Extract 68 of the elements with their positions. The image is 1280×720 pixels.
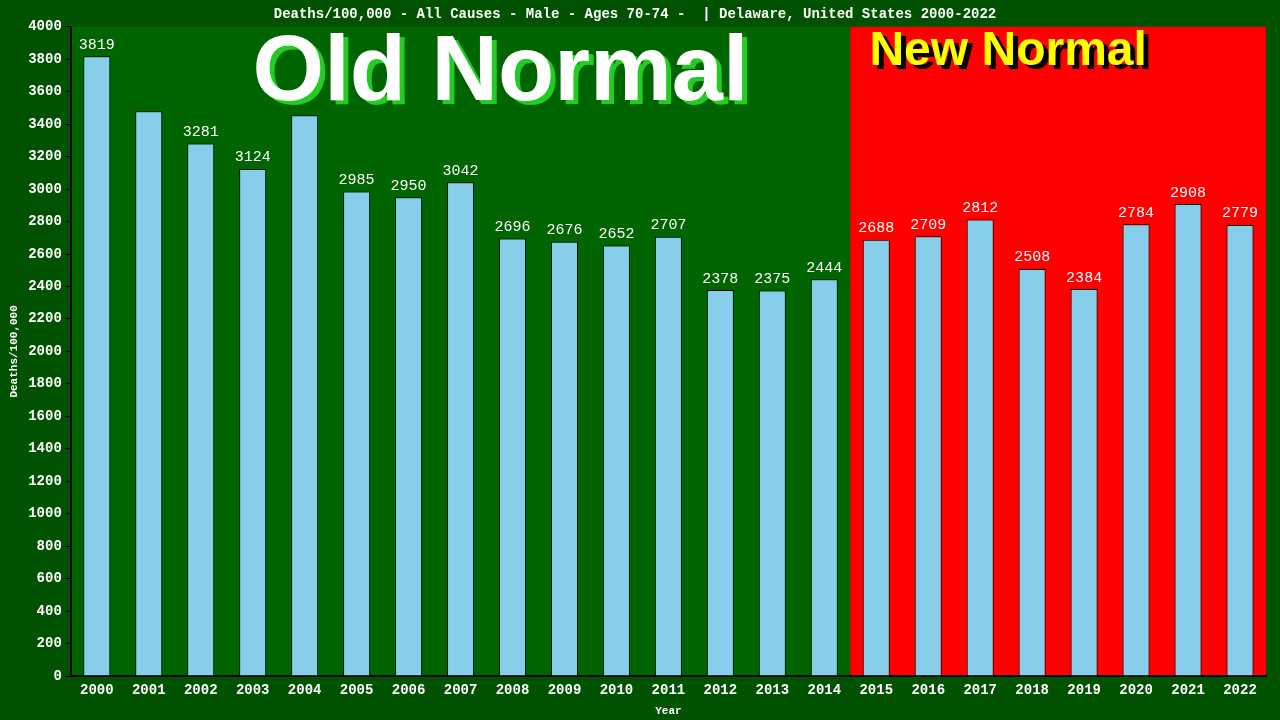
y-axis-title: Deaths/100,000	[8, 305, 21, 398]
x-axis-title: Year	[655, 705, 682, 718]
y-tick-label: 0	[53, 667, 62, 684]
x-tick-label: 2001	[131, 681, 166, 698]
y-tick-label: 1000	[28, 505, 62, 522]
y-tick-label: 3200	[28, 148, 62, 165]
y-tick-label: 3000	[28, 180, 62, 197]
x-tick-label: 2000	[79, 681, 114, 698]
x-tick-label: 2015	[859, 681, 894, 698]
y-tick-label: 2400	[28, 278, 62, 295]
data-label: 2378	[702, 270, 739, 288]
y-tick-label: 1200	[28, 472, 62, 489]
data-label: 2676	[546, 222, 583, 240]
data-label: 2709	[910, 216, 947, 234]
data-label: 2950	[390, 177, 427, 195]
data-label: 2985	[338, 172, 375, 189]
x-tick-label: 2017	[963, 681, 997, 698]
x-tick-label: 2013	[755, 681, 790, 698]
data-label: 2375	[754, 271, 791, 289]
y-tick-label: 600	[36, 570, 62, 587]
y-tick-label: 800	[36, 537, 62, 554]
data-label: 2779	[1222, 205, 1259, 223]
x-tick-label: 2021	[1171, 681, 1205, 698]
x-tick-label: 2020	[1119, 681, 1153, 698]
x-tick-label: 2019	[1067, 681, 1101, 698]
x-tick-label: 2008	[495, 681, 530, 698]
data-label: 2384	[1066, 269, 1103, 287]
x-tick-label: 2012	[703, 681, 738, 698]
data-label: 2707	[650, 217, 687, 235]
data-label: 2812	[962, 200, 999, 218]
y-tick-label: 2000	[28, 342, 62, 359]
data-label: 3281	[182, 123, 219, 141]
data-label: 2652	[598, 226, 635, 244]
x-tick-label: 2003	[235, 681, 270, 698]
x-tick-label: 2004	[287, 681, 322, 698]
y-tick-label: 400	[36, 602, 62, 619]
y-tick-label: 4000	[28, 18, 62, 35]
y-tick-label: 3800	[28, 50, 62, 67]
y-tick-label: 1800	[28, 375, 62, 392]
data-label: 2696	[494, 218, 531, 236]
chart-title: Deaths/100,000 - All Causes - Male - Ages 70-74 - | Delaware, United States 2000-2022	[273, 5, 997, 22]
x-tick-label: 2016	[911, 681, 946, 698]
y-tick-label: 3600	[28, 83, 62, 100]
x-tick-label: 2010	[599, 681, 634, 698]
x-tick-label: 2011	[651, 681, 686, 698]
y-tick-label: 1400	[28, 440, 62, 457]
x-tick-label: 2018	[1015, 681, 1049, 698]
data-label: 2508	[1014, 249, 1051, 267]
x-tick-label: 2007	[443, 681, 478, 698]
y-tick-label: 1600	[28, 407, 62, 424]
x-tick-label: 2014	[807, 681, 842, 698]
y-tick-label: 2200	[28, 310, 62, 327]
x-tick-label: 2022	[1223, 681, 1257, 698]
y-tick-label: 2600	[28, 245, 62, 262]
y-tick-label: 3400	[28, 115, 62, 132]
x-tick-label: 2005	[339, 681, 374, 698]
x-tick-label: 2009	[547, 681, 582, 698]
data-label: 3819	[78, 36, 115, 54]
data-label: 2688	[858, 220, 895, 238]
y-tick-label: 200	[36, 635, 62, 652]
data-label: 3124	[234, 149, 271, 167]
x-tick-label: 2002	[183, 681, 218, 698]
y-tick-label: 2800	[28, 213, 62, 230]
data-label: 2908	[1170, 184, 1207, 202]
data-label: 2784	[1118, 204, 1155, 222]
data-label: 2444	[806, 259, 843, 277]
data-label: 3042	[442, 162, 479, 180]
x-tick-label: 2006	[391, 681, 426, 698]
